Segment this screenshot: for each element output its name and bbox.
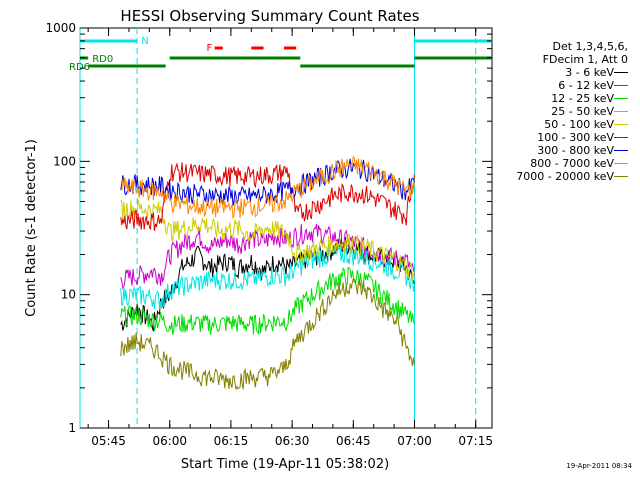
- series-line-5: [120, 162, 415, 231]
- legend-header-line-2: FDecim 1, Att 0: [496, 53, 636, 66]
- legend-swatch: [614, 111, 628, 112]
- y-axis-label: Count Rate (s-1 detector-1): [24, 139, 39, 317]
- legend: Det 1,3,4,5,6, FDecim 1, Att 0 3 - 6 keV…: [496, 40, 636, 183]
- chart-title: HESSI Observing Summary Count Rates: [120, 7, 419, 25]
- legend-swatch: [614, 124, 628, 125]
- legend-entries: 3 - 6 keV 6 - 12 keV 12 - 25 keV 25 - 50 ke…: [496, 66, 636, 183]
- x-axis-label: Start Time (19-Apr-11 05:38:02): [181, 457, 389, 472]
- legend-header-line-1: Det 1,3,4,5,6,: [496, 40, 636, 53]
- legend-entry: 7000 - 20000 keV: [496, 170, 636, 183]
- legend-swatch: [614, 98, 628, 99]
- axes: 05:45 06:00 06:15 06:30 06:45 07:00 07:15 1 10 10…: [45, 21, 493, 448]
- flag-label: N: [141, 36, 148, 47]
- legend-header-text: FDecim 1, Att 0: [542, 53, 628, 66]
- flag-label: RD6: [69, 62, 90, 73]
- legend-label: 25 - 50 keV: [551, 105, 614, 118]
- legend-label: 800 - 7000 keV: [530, 157, 614, 170]
- x-tick-label: 07:15: [458, 434, 493, 448]
- x-tick-label: 06:45: [336, 434, 371, 448]
- legend-entry: 300 - 800 keV: [496, 144, 636, 157]
- y-tick-label: 10: [61, 288, 76, 302]
- legend-header-text: Det 1,3,4,5,6,: [552, 40, 628, 53]
- series-line-6: [120, 158, 415, 206]
- legend-label: 3 - 6 keV: [565, 66, 614, 79]
- legend-label: 300 - 800 keV: [537, 144, 614, 157]
- legend-swatch: [614, 150, 628, 151]
- legend-entry: 6 - 12 keV: [496, 79, 636, 92]
- legend-swatch: [614, 176, 628, 177]
- flag-label: F: [206, 43, 212, 54]
- legend-label: 6 - 12 keV: [558, 79, 614, 92]
- flag-label: RD0: [92, 54, 113, 65]
- legend-entry: 12 - 25 keV: [496, 92, 636, 105]
- legend-entry: 25 - 50 keV: [496, 105, 636, 118]
- legend-entry: 50 - 100 keV: [496, 118, 636, 131]
- series-line-8: [120, 278, 415, 390]
- x-tick-label: 07:00: [397, 434, 432, 448]
- legend-label: 50 - 100 keV: [544, 118, 614, 131]
- y-tick-label: 100: [53, 154, 76, 168]
- y-tick-label: 1: [68, 421, 76, 435]
- series-line-3: [120, 245, 415, 310]
- legend-swatch: [614, 163, 628, 164]
- legend-entry: 3 - 6 keV: [496, 66, 636, 79]
- timestamp: 19-Apr-2011 08:34: [566, 462, 632, 470]
- series-layer: [120, 155, 415, 390]
- legend-label: 12 - 25 keV: [551, 92, 614, 105]
- legend-label: 7000 - 20000 keV: [516, 170, 614, 183]
- x-tick-label: 06:30: [275, 434, 310, 448]
- legend-label: 100 - 300 keV: [537, 131, 614, 144]
- series-line-4: [120, 199, 415, 281]
- legend-swatch: [614, 137, 628, 138]
- legend-entry: 800 - 7000 keV: [496, 157, 636, 170]
- y-tick-label: 1000: [45, 21, 76, 35]
- legend-swatch: [614, 72, 628, 73]
- x-tick-label: 05:45: [91, 434, 126, 448]
- series-line-7: [120, 155, 415, 220]
- x-tick-label: 06:00: [152, 434, 187, 448]
- x-tick-label: 06:15: [214, 434, 249, 448]
- series-line-2: [120, 266, 415, 336]
- series-line-1: [120, 223, 415, 290]
- legend-entry: 100 - 300 keV: [496, 131, 636, 144]
- legend-swatch: [614, 85, 628, 86]
